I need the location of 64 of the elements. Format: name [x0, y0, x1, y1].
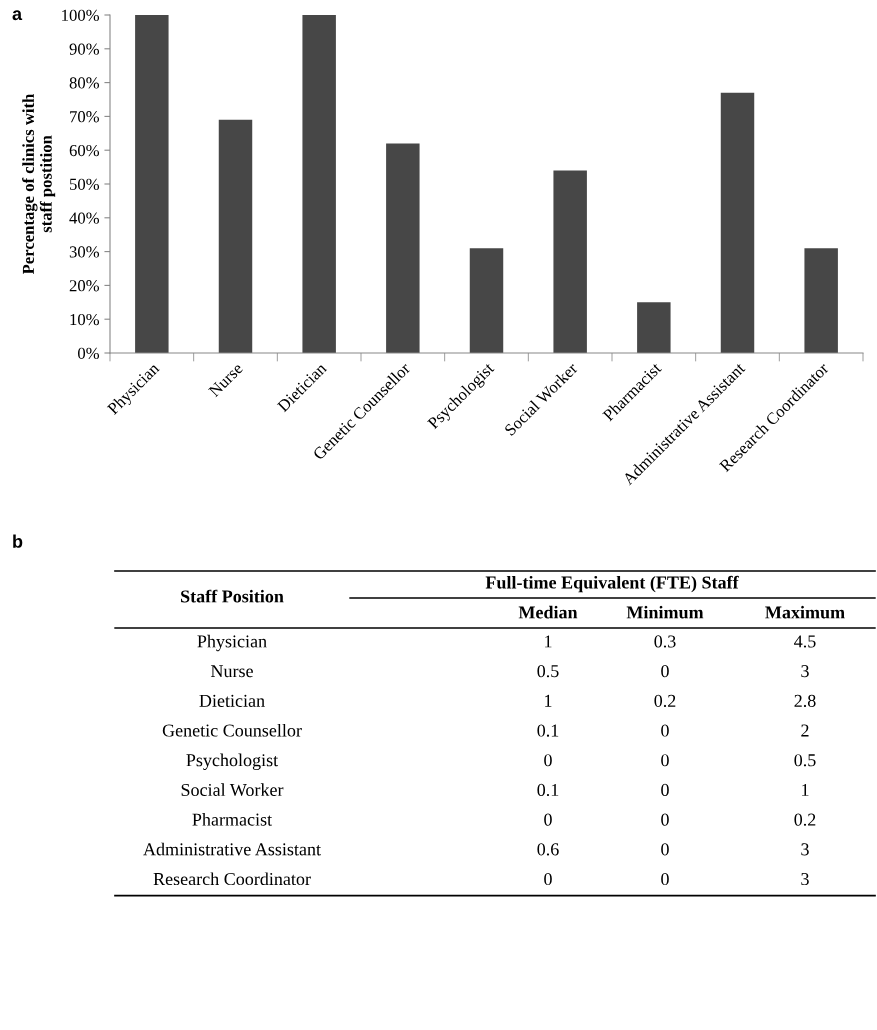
text: b [13, 534, 23, 548]
data-label: 0 [661, 783, 669, 797]
data-label: 0 [661, 754, 669, 767]
data-label: 4.5 [794, 635, 816, 648]
data-label: 0 [661, 843, 669, 856]
y-axis-title: Percentage of clinics with staff postition [22, 93, 56, 275]
bar [637, 302, 671, 353]
y-tick-label: 10% [70, 313, 100, 326]
category-label: Nurse [210, 665, 253, 678]
data-label: 1 [545, 694, 552, 707]
data-label: 0.3 [654, 635, 676, 648]
category-label: Genetic Counsellor [162, 723, 302, 737]
category-label: Pharmacist [192, 813, 273, 826]
data-label: 0 [661, 665, 669, 678]
y-tick-label: 0% [78, 347, 100, 359]
data-label: 0.5 [794, 754, 816, 767]
category-label: Dietician [199, 694, 265, 707]
bar [302, 15, 336, 353]
y-tick-label: 90% [69, 43, 100, 55]
data-label: 0 [661, 724, 669, 737]
bar [720, 92, 755, 353]
bar [218, 119, 253, 353]
y-tick-label: 20% [69, 280, 100, 292]
bar [386, 143, 420, 353]
data-label: 1 [545, 635, 552, 648]
bar [469, 248, 504, 353]
category-label: Psychologist [186, 753, 279, 771]
data-label: 0.6 [537, 843, 559, 856]
text: Staff Position [181, 589, 284, 603]
category-label: Administrative Assistant [143, 842, 321, 856]
data-label: 0.1 [537, 783, 559, 797]
data-label: 0 [544, 813, 552, 826]
bar [135, 15, 169, 353]
category-label: Research Coordinator [153, 872, 311, 886]
data-label: 0.5 [537, 665, 559, 678]
data-label: 2 [801, 724, 809, 737]
category-label: Social Worker [181, 783, 284, 797]
category-label: Physician [197, 634, 267, 652]
data-label: 0 [661, 872, 669, 886]
data-label: 0.1 [537, 724, 559, 737]
data-label: 0 [661, 813, 669, 826]
data-label: 1 [802, 783, 809, 796]
text: Maximum [765, 605, 845, 619]
y-tick-label: 60% [69, 144, 100, 157]
bar [553, 170, 587, 353]
y-tick-label: 80% [69, 77, 100, 89]
bar [804, 248, 838, 353]
y-tick-label: 100% [62, 9, 100, 21]
text: Full-time Equivalent (FTE) Staff [485, 575, 739, 593]
y-tick-label: 50% [70, 178, 100, 190]
text: Median [518, 605, 578, 619]
data-label: 3 [801, 665, 809, 678]
y-tick-label: 30% [69, 246, 100, 258]
data-label: 2.8 [794, 694, 816, 707]
data-label: 0.2 [794, 813, 816, 826]
data-label: 0 [544, 754, 552, 767]
y-tick-label: 40% [69, 212, 100, 224]
data-label: 0.2 [654, 694, 676, 707]
text: Minimum [626, 605, 704, 619]
data-label: 0 [544, 872, 552, 886]
data-label: 3 [801, 872, 809, 886]
y-tick-label: 70% [70, 111, 100, 123]
data-label: 3 [801, 843, 809, 856]
chart-title: a [12, 10, 23, 21]
